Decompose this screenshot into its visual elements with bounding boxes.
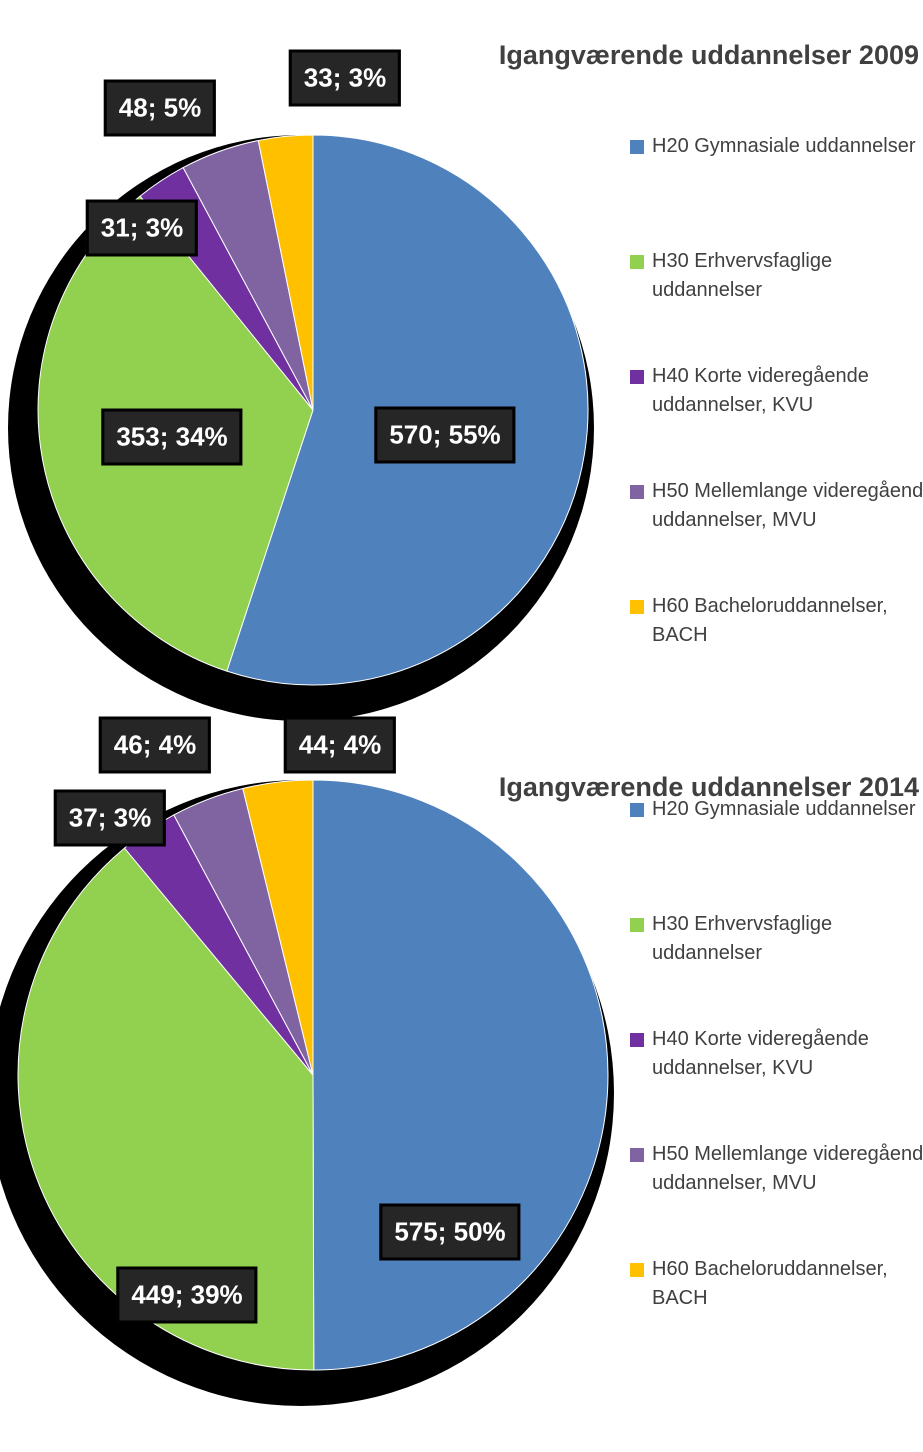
data-label: 31; 3% bbox=[85, 199, 199, 257]
data-label: 48; 5% bbox=[103, 79, 217, 137]
legend-entry: H60 Bacheloruddannelser, BACH bbox=[630, 592, 923, 650]
legend-swatch bbox=[630, 1148, 644, 1162]
legend-swatch bbox=[630, 1033, 644, 1047]
legend-swatch bbox=[630, 600, 644, 614]
legend-entry: H30 Erhvervsfaglige uddannelser bbox=[630, 247, 923, 305]
pie-slice bbox=[17, 847, 315, 1371]
pie-slice bbox=[242, 779, 314, 1076]
data-label: 570; 55% bbox=[374, 406, 516, 464]
legend-entry: H60 Bacheloruddannelser, BACH bbox=[630, 1255, 923, 1313]
legend-swatch bbox=[630, 918, 644, 932]
legend-swatch bbox=[630, 1263, 644, 1277]
pie-slice bbox=[312, 779, 609, 1371]
legend-entry: H20 Gymnasiale uddannelser bbox=[630, 795, 923, 824]
legend-entry: H50 Mellemlange videregående uddannelser… bbox=[630, 477, 923, 535]
data-label: 44; 4% bbox=[283, 716, 397, 774]
data-label: 37; 3% bbox=[53, 789, 167, 847]
chart-title: Igangværende uddannelser 2014 bbox=[498, 772, 919, 802]
legend-swatch bbox=[630, 140, 644, 154]
data-label: 575; 50% bbox=[379, 1203, 521, 1261]
chart-title: Igangværende uddannelser 2009 bbox=[498, 40, 919, 70]
data-label: 353; 34% bbox=[101, 408, 243, 466]
data-label: 33; 3% bbox=[288, 49, 402, 107]
legend-swatch bbox=[630, 255, 644, 269]
legend-entry: H30 Erhvervsfaglige uddannelser bbox=[630, 910, 923, 968]
legend-swatch bbox=[630, 803, 644, 817]
legend-swatch bbox=[630, 485, 644, 499]
legend-swatch bbox=[630, 370, 644, 384]
legend-entry: H40 Korte videregående uddannelser, KVU bbox=[630, 1025, 923, 1083]
legend-entry: H20 Gymnasiale uddannelser bbox=[630, 132, 923, 161]
pie-slice bbox=[257, 134, 314, 411]
legend-entry: H50 Mellemlange videregående uddannelser… bbox=[630, 1140, 923, 1198]
data-label: 46; 4% bbox=[98, 716, 212, 774]
data-label: 449; 39% bbox=[116, 1266, 258, 1324]
legend-entry: H40 Korte videregående uddannelser, KVU bbox=[630, 362, 923, 420]
